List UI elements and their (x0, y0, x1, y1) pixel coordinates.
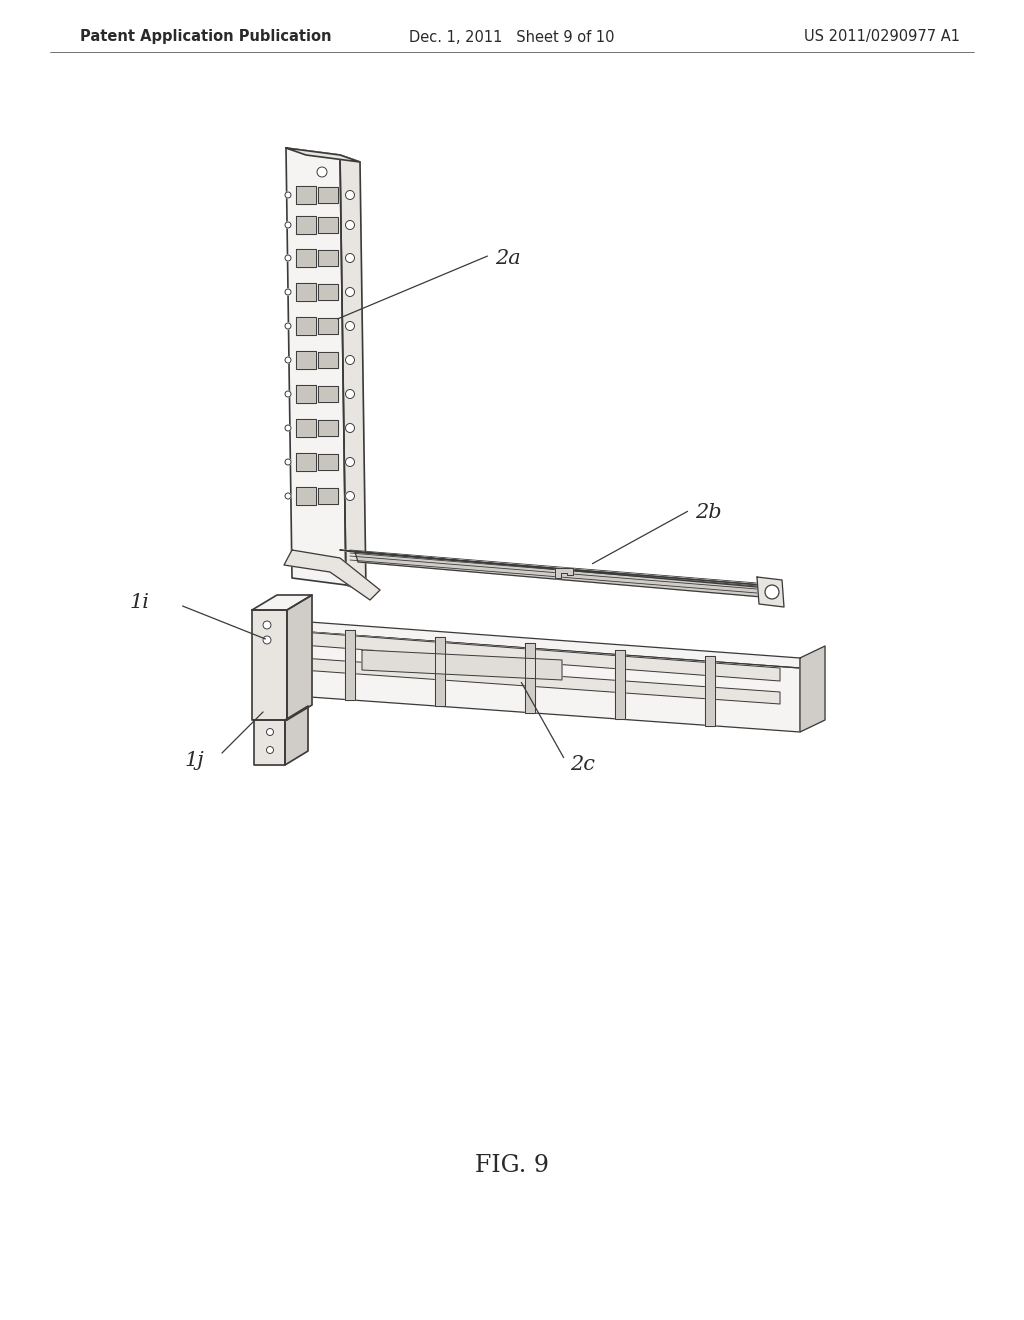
Polygon shape (286, 148, 346, 585)
Text: 1j: 1j (185, 751, 205, 770)
Polygon shape (285, 706, 308, 766)
Circle shape (285, 391, 291, 397)
Circle shape (345, 220, 354, 230)
Polygon shape (362, 649, 562, 680)
Circle shape (345, 458, 354, 466)
Circle shape (345, 491, 354, 500)
Polygon shape (282, 630, 800, 733)
Circle shape (266, 747, 273, 754)
Text: 2c: 2c (570, 755, 595, 775)
Polygon shape (318, 488, 338, 504)
Polygon shape (318, 352, 338, 368)
Polygon shape (318, 454, 338, 470)
Polygon shape (296, 418, 316, 437)
Circle shape (285, 255, 291, 261)
Circle shape (317, 168, 327, 177)
Polygon shape (355, 552, 762, 597)
Polygon shape (296, 317, 316, 335)
Circle shape (285, 425, 291, 432)
Circle shape (345, 288, 354, 297)
Text: 2b: 2b (695, 503, 722, 521)
Circle shape (285, 323, 291, 329)
Polygon shape (318, 385, 338, 403)
Polygon shape (318, 318, 338, 334)
Text: Patent Application Publication: Patent Application Publication (80, 29, 332, 45)
Polygon shape (302, 657, 780, 704)
Polygon shape (296, 453, 316, 471)
Circle shape (345, 253, 354, 263)
Polygon shape (525, 643, 535, 713)
Circle shape (345, 355, 354, 364)
Circle shape (285, 356, 291, 363)
Polygon shape (800, 645, 825, 733)
Polygon shape (757, 577, 784, 607)
Polygon shape (296, 282, 316, 301)
Polygon shape (318, 249, 338, 267)
Text: 2a: 2a (495, 248, 521, 268)
Polygon shape (340, 154, 366, 591)
Polygon shape (296, 487, 316, 506)
Circle shape (345, 322, 354, 330)
Polygon shape (318, 420, 338, 436)
Circle shape (285, 222, 291, 228)
Polygon shape (296, 186, 316, 205)
Polygon shape (615, 649, 625, 719)
Polygon shape (435, 636, 445, 706)
Polygon shape (318, 216, 338, 234)
Text: Dec. 1, 2011   Sheet 9 of 10: Dec. 1, 2011 Sheet 9 of 10 (410, 29, 614, 45)
Polygon shape (302, 632, 780, 681)
Polygon shape (296, 216, 316, 234)
Polygon shape (252, 595, 312, 610)
Circle shape (285, 289, 291, 294)
Polygon shape (252, 610, 287, 719)
Polygon shape (284, 550, 380, 601)
Polygon shape (254, 719, 285, 766)
Circle shape (285, 191, 291, 198)
Polygon shape (345, 630, 355, 700)
Polygon shape (555, 568, 573, 578)
Circle shape (345, 389, 354, 399)
Polygon shape (296, 351, 316, 370)
Text: FIG. 9: FIG. 9 (475, 1154, 549, 1176)
Polygon shape (318, 284, 338, 300)
Circle shape (263, 620, 271, 630)
Circle shape (765, 585, 779, 599)
Circle shape (266, 729, 273, 735)
Circle shape (285, 492, 291, 499)
Circle shape (345, 190, 354, 199)
Polygon shape (705, 656, 715, 726)
Text: 1i: 1i (130, 594, 150, 612)
Polygon shape (340, 550, 762, 587)
Polygon shape (318, 187, 338, 203)
Circle shape (285, 459, 291, 465)
Circle shape (345, 424, 354, 433)
Polygon shape (296, 249, 316, 267)
Text: US 2011/0290977 A1: US 2011/0290977 A1 (804, 29, 961, 45)
Polygon shape (296, 385, 316, 403)
Polygon shape (287, 595, 312, 719)
Polygon shape (282, 620, 800, 668)
Circle shape (263, 636, 271, 644)
Polygon shape (286, 148, 360, 162)
